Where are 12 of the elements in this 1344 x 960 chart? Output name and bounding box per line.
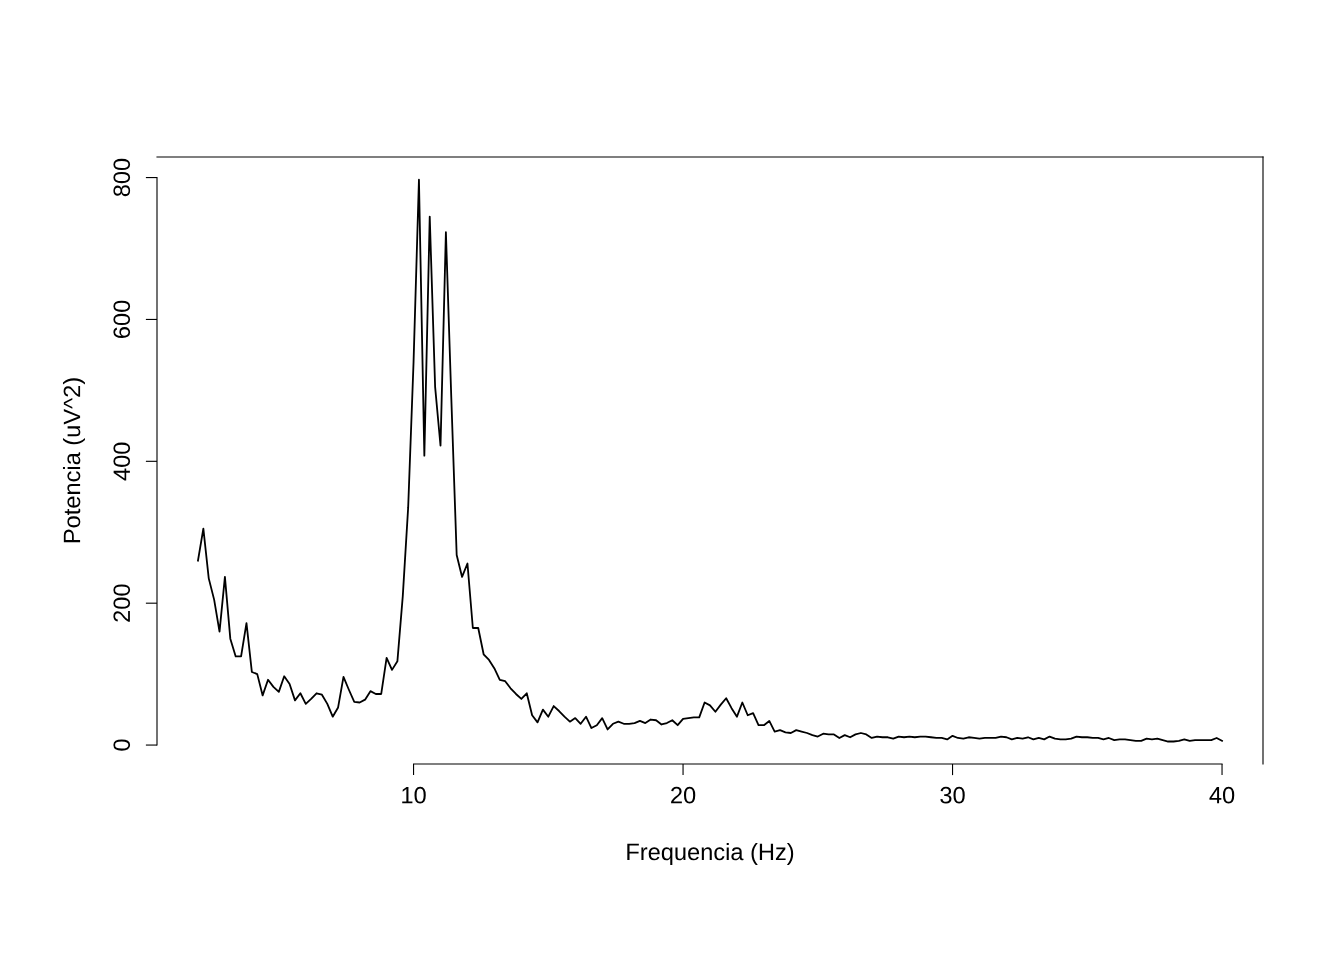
y-tick-label: 400 [113, 442, 131, 481]
x-tick-label: 10 [402, 786, 426, 804]
y-tick-label: 0 [113, 739, 131, 751]
x-tick-label: 30 [940, 786, 965, 804]
x-tick-label: 20 [671, 786, 696, 804]
y-axis-title: Potencia (uV^2) [62, 378, 85, 543]
y-tick-label: 200 [113, 584, 131, 622]
x-tick-label: 40 [1209, 786, 1235, 804]
y-tick-label: 600 [113, 300, 131, 338]
line-series [197, 178, 1223, 743]
y-tick-label: 800 [113, 158, 131, 197]
x-axis-title: Frequencia (Hz) [627, 842, 794, 865]
